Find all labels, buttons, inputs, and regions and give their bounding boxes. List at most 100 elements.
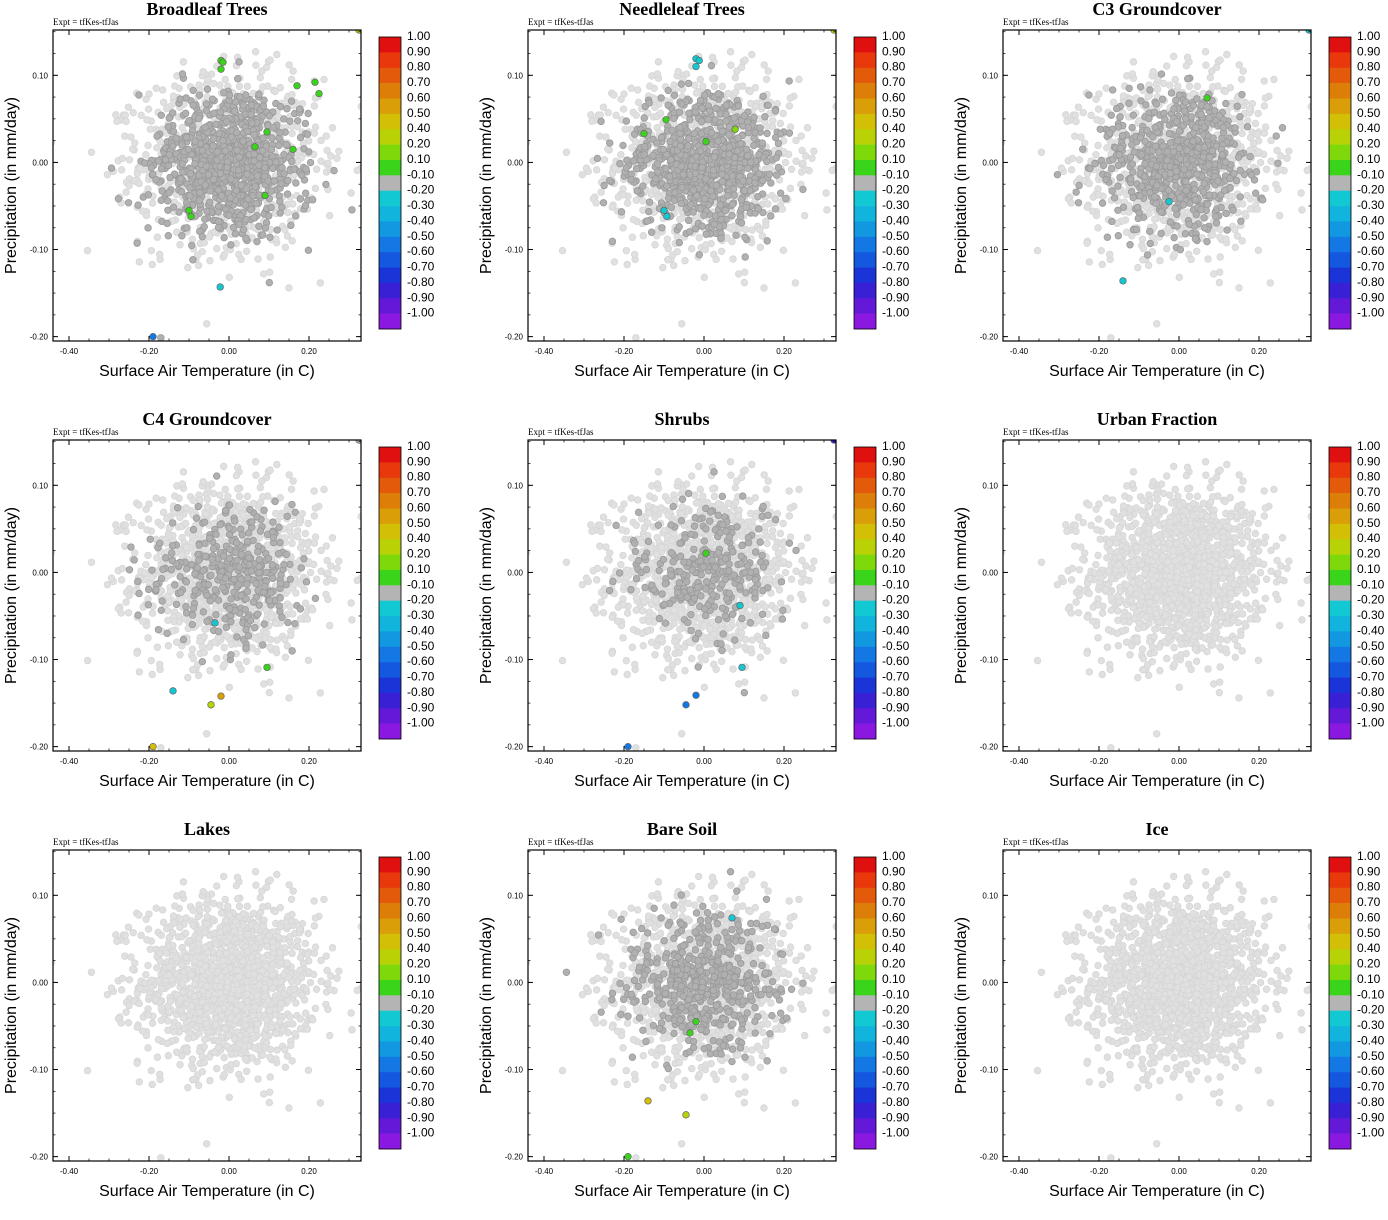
highlight-point xyxy=(185,206,193,214)
data-point xyxy=(724,89,733,98)
data-point xyxy=(1135,117,1143,125)
data-point xyxy=(225,273,233,282)
data-point xyxy=(252,471,260,479)
data-point xyxy=(172,134,180,142)
data-point xyxy=(200,223,208,231)
x-tick-label: 0.20 xyxy=(301,347,317,356)
data-point xyxy=(153,554,161,562)
data-point xyxy=(144,551,152,560)
data-point xyxy=(239,101,247,109)
data-point xyxy=(304,109,312,118)
data-point xyxy=(645,207,653,216)
colorbar-frame xyxy=(853,36,877,330)
data-point xyxy=(1109,98,1118,107)
data-point xyxy=(195,91,204,99)
data-point xyxy=(801,165,809,174)
data-point xyxy=(664,244,673,253)
plot-frame xyxy=(527,29,837,342)
data-point xyxy=(608,203,616,211)
data-point xyxy=(1267,136,1275,145)
data-point xyxy=(689,208,697,216)
data-point xyxy=(1105,250,1114,259)
data-point xyxy=(651,95,659,103)
data-point xyxy=(724,192,732,200)
data-point xyxy=(641,143,649,151)
data-point xyxy=(676,123,684,132)
data-point xyxy=(1150,108,1159,116)
data-point xyxy=(236,93,244,101)
data-point xyxy=(756,225,764,234)
data-point xyxy=(140,159,149,167)
data-point xyxy=(771,107,780,115)
data-point xyxy=(254,255,262,263)
data-point xyxy=(305,148,313,156)
data-point xyxy=(1083,203,1091,211)
data-point xyxy=(1079,108,1087,117)
colorbar-label: -0.20 xyxy=(407,183,435,197)
data-point xyxy=(1200,179,1208,187)
data-point xyxy=(1112,104,1121,113)
y-tick-label: 0.00 xyxy=(507,158,523,167)
data-point xyxy=(742,203,750,212)
data-point xyxy=(206,187,214,195)
data-point xyxy=(1261,123,1270,131)
panel-needleleaf-trees: Needleleaf Trees Expt = tfKes-tfJas -0.40-… xyxy=(475,0,937,400)
data-point xyxy=(628,144,636,152)
data-point xyxy=(1098,199,1107,207)
data-point xyxy=(327,562,335,570)
data-point xyxy=(302,165,310,173)
data-point xyxy=(198,146,207,155)
data-point xyxy=(276,102,285,111)
data-point xyxy=(1189,101,1197,109)
data-point xyxy=(772,171,781,179)
data-point xyxy=(785,102,794,110)
colorbar-swatch xyxy=(854,221,876,238)
x-axis-label: Surface Air Temperature (in C) xyxy=(1049,363,1265,380)
data-point xyxy=(755,150,763,159)
data-point xyxy=(137,111,145,120)
data-point xyxy=(210,175,218,183)
colorbar-label: -0.20 xyxy=(1357,183,1385,197)
colorbar-swatch xyxy=(379,236,401,253)
data-point xyxy=(639,197,647,205)
data-point xyxy=(219,462,228,471)
data-point xyxy=(272,158,280,166)
data-point xyxy=(723,234,731,242)
data-point xyxy=(206,198,214,206)
colorbar-swatch xyxy=(1329,236,1351,253)
data-point xyxy=(267,203,275,212)
colorbar-label: -0.40 xyxy=(882,213,910,227)
data-point xyxy=(265,278,274,287)
data-point xyxy=(1137,97,1145,105)
data-point xyxy=(195,196,204,204)
data-point xyxy=(1160,109,1168,118)
data-point xyxy=(1142,203,1151,212)
data-point xyxy=(303,130,312,138)
data-point xyxy=(1182,177,1190,186)
data-point xyxy=(181,109,190,118)
data-point xyxy=(87,148,96,156)
data-point xyxy=(234,166,243,174)
data-point xyxy=(1152,199,1160,208)
data-point xyxy=(741,233,749,241)
colorbar-label: -0.70 xyxy=(882,260,910,274)
data-point xyxy=(1216,253,1224,261)
data-point xyxy=(311,184,320,193)
x-tick-label: -0.20 xyxy=(1090,347,1109,356)
data-point xyxy=(282,140,291,149)
data-point xyxy=(131,549,139,557)
colorbar-swatch xyxy=(1329,252,1351,268)
data-point xyxy=(593,154,602,163)
data-point xyxy=(1216,268,1224,276)
data-point xyxy=(284,176,292,185)
data-point xyxy=(316,279,325,287)
colorbar-label: -0.80 xyxy=(1357,275,1385,289)
data-point xyxy=(256,73,265,82)
data-point xyxy=(182,94,190,102)
data-point xyxy=(293,117,302,125)
colorbar-swatch xyxy=(379,113,401,130)
data-point xyxy=(159,86,167,94)
data-point xyxy=(178,232,186,240)
data-point xyxy=(199,68,207,76)
data-point xyxy=(1193,95,1201,103)
